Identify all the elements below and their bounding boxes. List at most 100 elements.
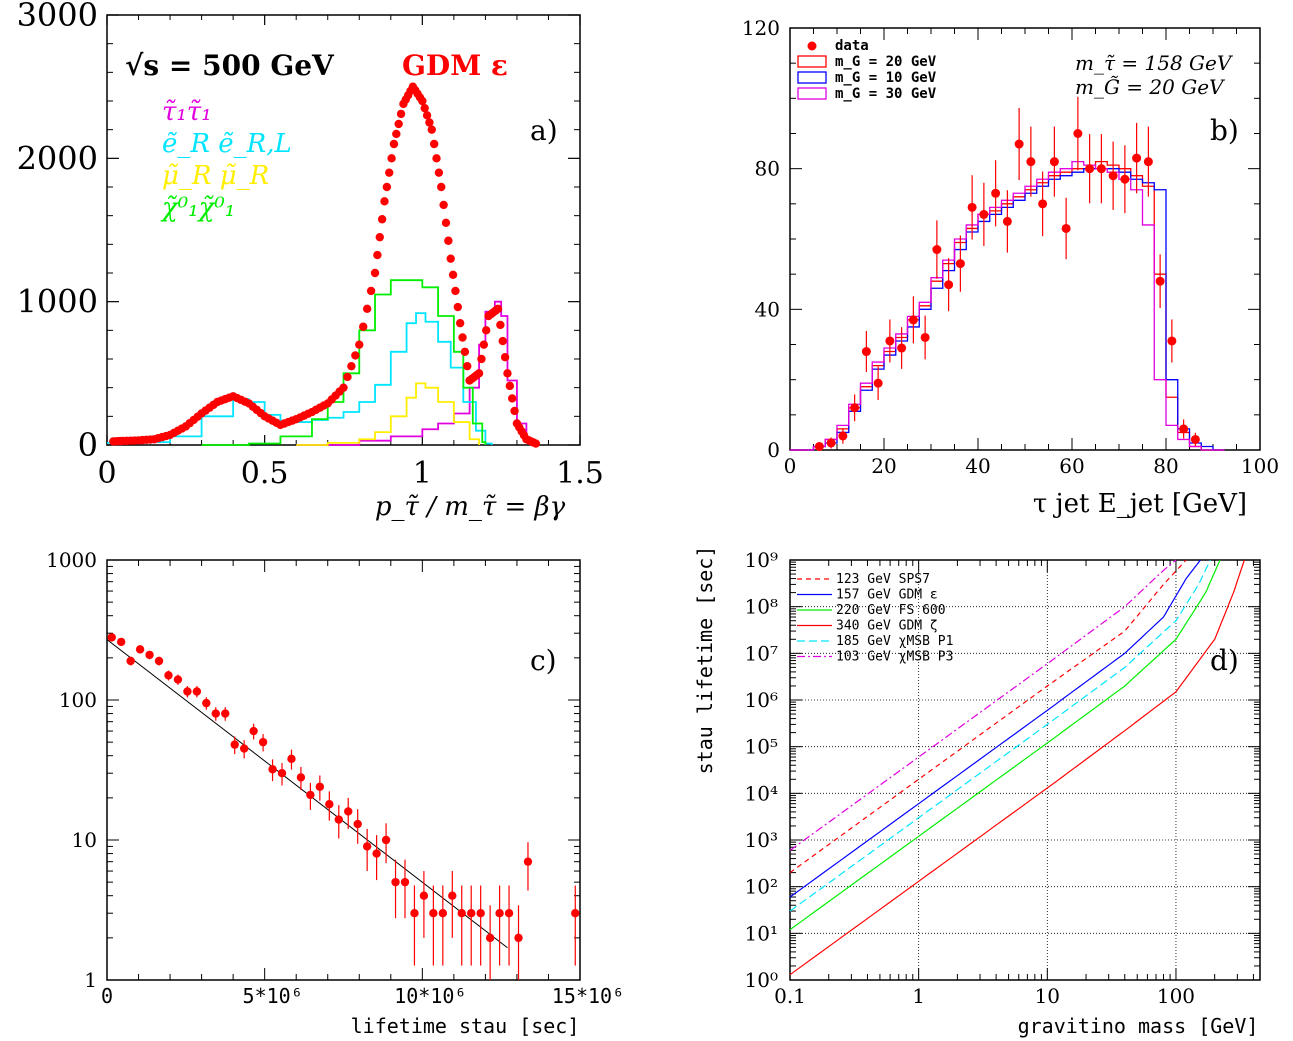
series-magenta-histogram <box>296 300 537 446</box>
legend-label: 185 GeV χMSB P1 <box>836 634 953 649</box>
data-point <box>1014 139 1024 149</box>
data-point <box>955 259 965 269</box>
data-point <box>353 819 362 829</box>
x-tick-label: 0.1 <box>774 984 806 1008</box>
x-tick-label: 1.5 <box>556 456 604 491</box>
y-tick-label: 40 <box>755 297 780 321</box>
legend-label: 340 GeV GDM ζ <box>836 619 938 634</box>
x-tick-label: 1 <box>413 456 432 491</box>
data-point <box>477 354 486 364</box>
data-point <box>372 849 381 858</box>
data-point <box>344 807 353 816</box>
data-point <box>476 909 485 918</box>
data-point <box>427 125 436 134</box>
x-tick-label: 80 <box>1153 454 1178 478</box>
x-tick-label: 0 <box>784 454 797 478</box>
legend-marker-red <box>797 55 827 68</box>
data-point <box>1179 424 1189 434</box>
panel-d-frame <box>789 559 1261 981</box>
data-point <box>1049 157 1059 167</box>
data-point <box>387 154 396 163</box>
y-tick-label: 1000 <box>46 548 97 572</box>
x-tick-label: 0.5 <box>241 456 289 491</box>
data-point <box>420 103 429 113</box>
data-point <box>385 168 394 177</box>
data-point <box>814 441 824 451</box>
data-point <box>508 394 517 403</box>
data-point <box>448 891 457 900</box>
legend-label: m_G = 10 GeV <box>835 70 937 86</box>
legend-label: 123 GeV SPS7 <box>836 572 930 587</box>
data-point <box>434 168 444 177</box>
data-point <box>498 336 507 346</box>
data-point <box>897 343 907 353</box>
x-tick-label: 0 <box>101 984 113 1008</box>
curve-cyan <box>789 559 1211 912</box>
data-point <box>838 431 848 441</box>
series-green-histogram <box>201 279 487 446</box>
y-tick-label: 10⁶ <box>745 688 778 712</box>
data-point <box>380 197 389 206</box>
x-tick-label: 60 <box>1059 454 1084 478</box>
data-point <box>444 236 453 245</box>
x-tick-label: 20 <box>871 454 896 478</box>
y-tick-label: 3000 <box>17 0 98 34</box>
x-tick-label: 10*10⁶ <box>394 984 466 1008</box>
y-tick-label: 10⁸ <box>745 595 778 619</box>
panel-b-stau-mass: m_τ̃ = 158 GeV <box>1075 51 1234 75</box>
data-point <box>145 650 154 660</box>
data-point <box>441 218 451 228</box>
data-point <box>391 877 400 887</box>
data-point <box>355 340 364 349</box>
data-point <box>510 406 519 416</box>
y-tick-label: 1 <box>84 968 97 992</box>
data-point <box>504 909 514 918</box>
data-point <box>1132 153 1142 163</box>
panel-d: 0.1 1 10 100 10⁰ 10¹ 10² 10³ 10⁴ 10⁵ 10⁶ 10⁷ 10⁸ 10⁹ 1… <box>693 546 1261 1038</box>
legend-entry: ẽ_R ẽ_R,L <box>162 129 292 159</box>
data-point <box>366 286 376 296</box>
x-tick-label: 15*10⁶ <box>552 984 624 1008</box>
curve-red <box>789 559 1187 874</box>
data-point <box>514 933 523 943</box>
data-point <box>400 877 410 887</box>
data-point <box>826 438 836 448</box>
data-point <box>192 687 202 696</box>
data-point <box>944 280 954 290</box>
data-point <box>154 656 164 666</box>
x-tick-label: 40 <box>965 454 990 478</box>
y-tick-label: 10⁴ <box>745 781 778 805</box>
curve-green <box>789 559 1221 931</box>
data-point <box>258 737 268 747</box>
panel-b-xlabel: τ jet E_jet [GeV] <box>1033 489 1247 519</box>
data-point <box>306 790 315 800</box>
legend-label: data <box>835 38 869 54</box>
x-tick-label: 1 <box>912 984 925 1008</box>
data-point <box>885 336 895 346</box>
data-point <box>202 698 211 708</box>
legend-label: 103 GeV χMSB P3 <box>836 650 953 665</box>
data-point <box>339 383 348 392</box>
data-point <box>451 286 460 296</box>
data-point <box>920 332 930 342</box>
data-point <box>135 645 145 654</box>
data-point <box>410 909 419 918</box>
data-point <box>932 245 942 255</box>
legend-entry: τ̃₁τ̃₁ <box>162 97 212 127</box>
data-point <box>418 96 427 106</box>
y-tick-label: 0 <box>78 426 98 464</box>
data-point <box>500 353 510 362</box>
x-tick-label: 100 <box>1157 984 1195 1008</box>
data-point <box>460 347 470 357</box>
series-cyan-histogram <box>107 312 493 445</box>
data-point <box>457 909 466 918</box>
panel-b-tag: b) <box>1210 114 1239 147</box>
data-point <box>1155 276 1165 286</box>
data-point <box>979 209 989 219</box>
legend-label: m_G = 30 GeV <box>835 86 937 102</box>
y-tick-label: 10⁹ <box>745 548 778 572</box>
data-point <box>362 842 372 851</box>
data-point <box>107 633 116 642</box>
data-point <box>183 687 192 696</box>
data-point <box>493 304 503 314</box>
